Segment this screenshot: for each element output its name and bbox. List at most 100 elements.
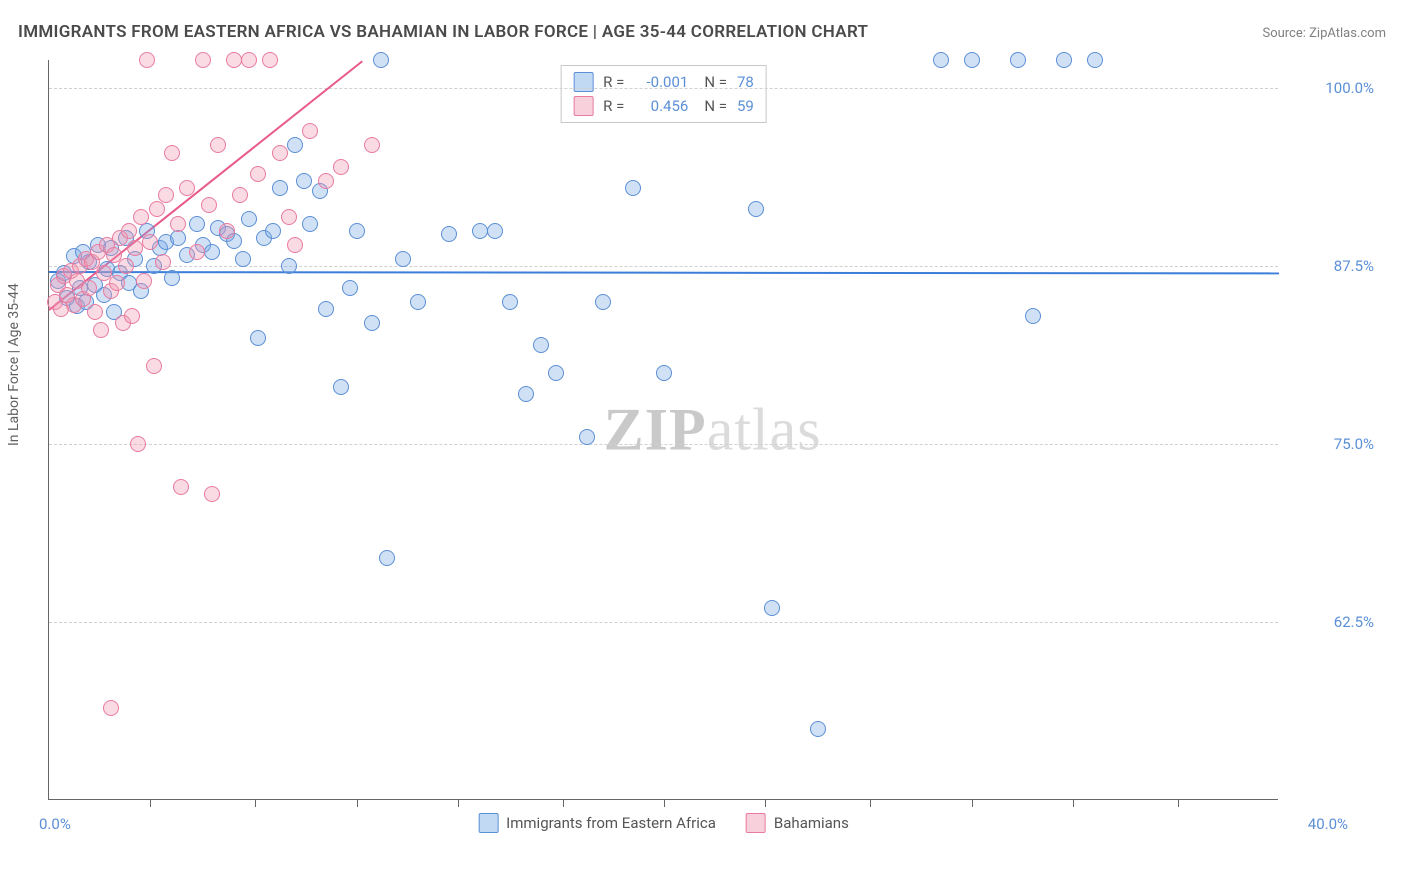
y-axis-title: In Labor Force | Age 35-44: [6, 283, 22, 446]
x-tick: [664, 799, 665, 807]
data-point: [133, 209, 149, 225]
data-point: [410, 294, 426, 310]
data-point: [250, 166, 266, 182]
legend-r-label: R =: [603, 70, 624, 94]
legend-n-label: N =: [704, 70, 727, 94]
data-point: [93, 322, 109, 338]
gridline: [49, 88, 1278, 89]
legend-item: Immigrants from Eastern Africa: [478, 813, 716, 833]
data-point: [109, 275, 125, 291]
data-point: [118, 258, 134, 274]
data-point: [127, 240, 143, 256]
data-point: [121, 223, 137, 239]
data-point: [964, 52, 980, 68]
data-point: [1056, 52, 1072, 68]
data-point: [364, 137, 380, 153]
legend-n-label: N =: [704, 94, 727, 118]
data-point: [204, 486, 220, 502]
data-point: [1010, 52, 1026, 68]
x-tick: [458, 799, 459, 807]
gridline: [49, 444, 1278, 445]
x-tick: [357, 799, 358, 807]
data-point: [1087, 52, 1103, 68]
data-point: [933, 52, 949, 68]
x-tick: [150, 799, 151, 807]
legend-row: R =-0.001N =78: [573, 70, 754, 94]
data-point: [173, 479, 189, 495]
data-point: [373, 52, 389, 68]
data-point: [764, 600, 780, 616]
data-point: [810, 721, 826, 737]
data-point: [318, 301, 334, 317]
data-point: [502, 294, 518, 310]
data-point: [130, 436, 146, 452]
data-point: [1025, 308, 1041, 324]
legend-swatch: [746, 813, 766, 833]
data-point: [241, 211, 257, 227]
data-point: [149, 201, 165, 217]
data-point: [287, 237, 303, 253]
x-tick: [870, 799, 871, 807]
regression-line: [49, 271, 1279, 274]
legend-r-label: R =: [603, 94, 624, 118]
x-tick: [1073, 799, 1074, 807]
data-point: [625, 180, 641, 196]
legend-row: R = 0.456 N = 59: [573, 94, 754, 118]
data-point: [87, 304, 103, 320]
data-point: [595, 294, 611, 310]
data-point: [195, 52, 211, 68]
data-point: [349, 223, 365, 239]
x-tick: [1178, 799, 1179, 807]
legend-swatch: [573, 96, 593, 116]
legend-correlation: R =-0.001N =78R =0.456N =59: [560, 65, 767, 123]
legend-swatch: [478, 813, 498, 833]
data-point: [226, 52, 242, 68]
data-point: [441, 226, 457, 242]
data-point: [272, 145, 288, 161]
data-point: [142, 234, 158, 250]
data-point: [81, 280, 97, 296]
legend-n-value: 78: [737, 70, 754, 94]
legend-item-label: Bahamians: [774, 814, 849, 832]
data-point: [235, 251, 251, 267]
legend-n-value: 59: [737, 94, 754, 118]
data-point: [533, 337, 549, 353]
y-tick-label: 75.0%: [1294, 435, 1374, 453]
data-point: [139, 52, 155, 68]
y-tick-label: 100.0%: [1294, 79, 1374, 97]
data-point: [201, 197, 217, 213]
data-point: [302, 123, 318, 139]
data-point: [189, 244, 205, 260]
legend-item: Bahamians: [746, 813, 849, 833]
data-point: [287, 137, 303, 153]
data-point: [333, 159, 349, 175]
plot-area: ZIPatlas R =-0.001N =78R =0.456N =59 0.0…: [48, 60, 1278, 800]
data-point: [155, 254, 171, 270]
data-point: [210, 137, 226, 153]
chart-title: IMMIGRANTS FROM EASTERN AFRICA VS BAHAMI…: [18, 22, 868, 42]
data-point: [364, 315, 380, 331]
x-tick: [765, 799, 766, 807]
data-point: [232, 187, 248, 203]
data-point: [548, 365, 564, 381]
data-point: [103, 700, 119, 716]
x-axis-max-label: 40.0%: [1308, 815, 1348, 833]
data-point: [170, 230, 186, 246]
data-point: [189, 216, 205, 232]
data-point: [379, 550, 395, 566]
data-point: [342, 280, 358, 296]
data-point: [518, 386, 534, 402]
watermark-zip: ZIP: [604, 396, 707, 462]
y-tick-label: 62.5%: [1294, 613, 1374, 631]
x-tick: [563, 799, 564, 807]
data-point: [179, 180, 195, 196]
data-point: [164, 145, 180, 161]
data-point: [158, 187, 174, 203]
data-point: [262, 52, 278, 68]
legend-r-value: 0.456: [634, 94, 688, 118]
data-point: [333, 379, 349, 395]
data-point: [250, 330, 266, 346]
data-point: [241, 52, 257, 68]
data-point: [487, 223, 503, 239]
gridline: [49, 622, 1278, 623]
